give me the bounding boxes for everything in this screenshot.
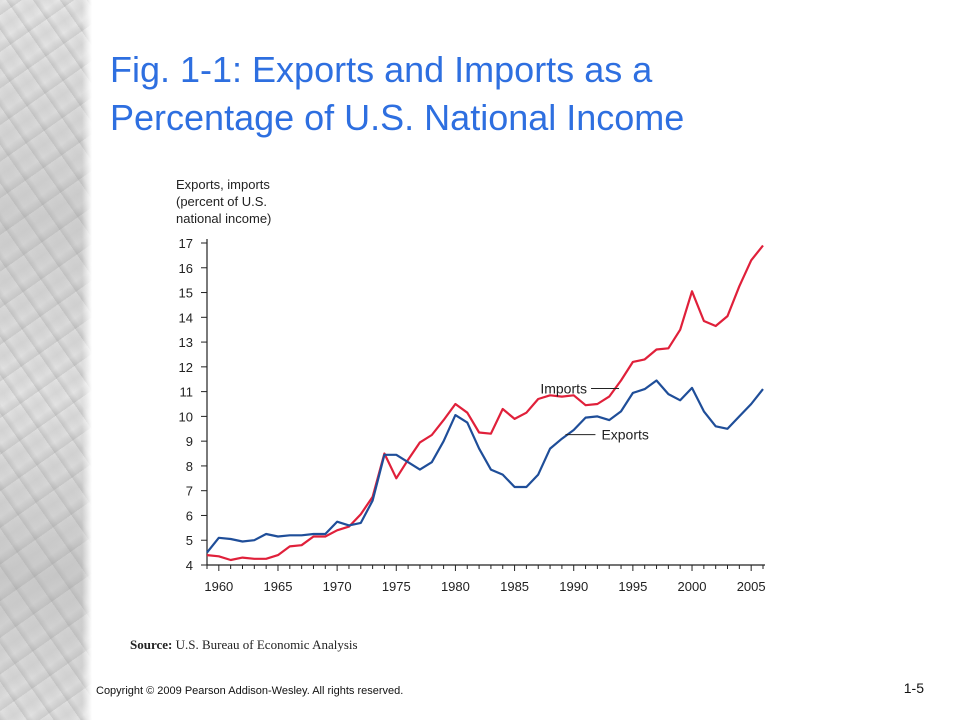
y-tick-label: 7 bbox=[186, 484, 193, 499]
x-tick-label: 2005 bbox=[737, 579, 766, 594]
y-axis-label-line: Exports, imports bbox=[176, 177, 270, 192]
x-ticks: 1960 1965 1970 1975 1980 1985 1990 1995 2000 2005 bbox=[204, 565, 766, 594]
exports-annotation: Exports bbox=[601, 427, 648, 443]
x-tick-label: 1980 bbox=[441, 579, 470, 594]
y-axis-label: Exports, imports (percent of U.S. national… bbox=[176, 177, 271, 226]
y-tick-label: 6 bbox=[186, 508, 193, 523]
x-tick-label: 2000 bbox=[678, 579, 707, 594]
y-ticks: 4 5 6 7 8 9 10 11 12 13 14 15 16 17 bbox=[179, 236, 207, 573]
x-tick-label: 1970 bbox=[323, 579, 352, 594]
y-tick-label: 9 bbox=[186, 434, 193, 449]
y-axis-label-line: (percent of U.S. bbox=[176, 194, 267, 209]
source-text: U.S. Bureau of Economic Analysis bbox=[175, 637, 358, 652]
axes bbox=[206, 239, 765, 566]
y-tick-label: 10 bbox=[179, 409, 193, 424]
y-tick-label: 12 bbox=[179, 360, 193, 375]
marble-sidebar-decoration bbox=[0, 0, 92, 720]
slide-title-line-1: Fig. 1-1: Exports and Imports as a bbox=[110, 49, 653, 90]
x-tick-label: 1995 bbox=[618, 579, 647, 594]
y-tick-label: 17 bbox=[179, 236, 193, 251]
source-note: Source: U.S. Bureau of Economic Analysis bbox=[130, 637, 358, 653]
y-tick-label: 16 bbox=[179, 261, 193, 276]
y-tick-label: 14 bbox=[179, 310, 193, 325]
x-tick-label: 1985 bbox=[500, 579, 529, 594]
y-tick-label: 4 bbox=[186, 558, 193, 573]
series-line-exports bbox=[206, 379, 764, 554]
line-chart: Exports, imports (percent of U.S. national… bbox=[176, 177, 766, 594]
imports-annotation: Imports bbox=[540, 380, 587, 396]
x-tick-label: 1960 bbox=[204, 579, 233, 594]
x-tick-label: 1965 bbox=[264, 579, 293, 594]
series-lines bbox=[206, 244, 764, 562]
series-line-imports bbox=[206, 244, 764, 562]
source-label: Source: bbox=[130, 637, 173, 652]
x-tick-label: 1990 bbox=[559, 579, 588, 594]
y-axis-label-line: national income) bbox=[176, 211, 271, 226]
y-tick-label: 8 bbox=[186, 459, 193, 474]
y-tick-label: 15 bbox=[179, 286, 193, 301]
slide-title-line-2: Percentage of U.S. National Income bbox=[110, 97, 685, 138]
x-tick-label: 1975 bbox=[382, 579, 411, 594]
y-tick-label: 11 bbox=[180, 385, 194, 400]
page-number: 1-5 bbox=[903, 680, 924, 696]
y-tick-label: 13 bbox=[179, 335, 193, 350]
annotations: Imports Exports bbox=[540, 380, 649, 442]
slide-title: Fig. 1-1: Exports and Imports as a Perce… bbox=[110, 46, 930, 142]
copyright-notice: Copyright © 2009 Pearson Addison-Wesley.… bbox=[96, 685, 404, 697]
y-tick-label: 5 bbox=[186, 533, 193, 548]
